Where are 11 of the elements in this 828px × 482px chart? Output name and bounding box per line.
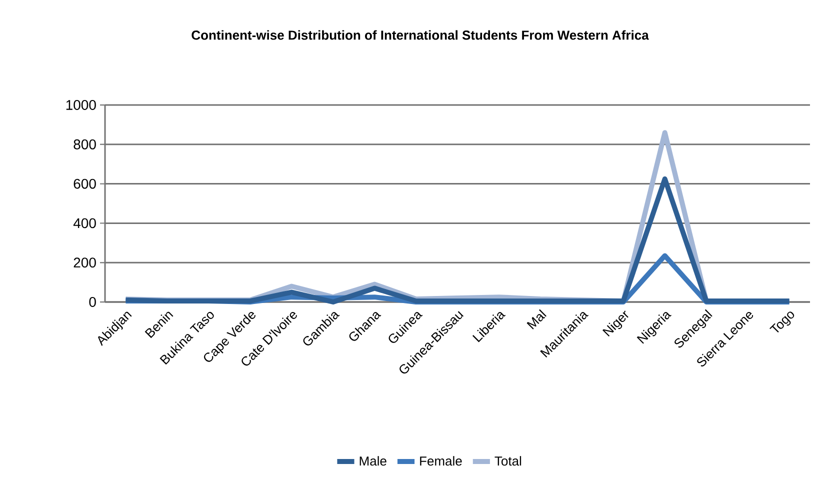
y-tick-label: 600 xyxy=(74,178,96,189)
legend-label: Male xyxy=(360,456,386,466)
legend-label: Female xyxy=(420,456,462,466)
y-tick-label: 800 xyxy=(74,139,96,150)
chart-title: Continent-wise Distribution of International Students From Western Africa xyxy=(192,30,649,40)
y-tick-label: 400 xyxy=(73,218,96,228)
x-tick-label: Togo xyxy=(770,312,794,333)
y-tick-label: 200 xyxy=(74,258,96,268)
y-tick-label: 0 xyxy=(89,297,96,307)
y-tick-label: 1000 xyxy=(66,100,96,110)
legend-label: Total xyxy=(494,456,522,466)
